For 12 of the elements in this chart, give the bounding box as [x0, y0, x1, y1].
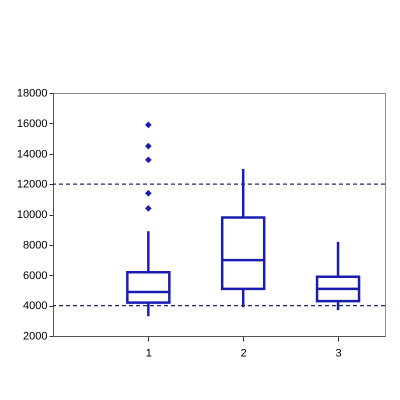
y-tick-label: 14000	[16, 148, 48, 160]
y-tick-label: 12000	[16, 178, 48, 191]
y-tick-label: 8000	[23, 239, 48, 252]
x-tick-label: 2	[240, 348, 247, 360]
y-tick-label: 18000	[16, 88, 48, 100]
y-tick-label: 4000	[23, 300, 48, 312]
y-tick-label: 6000	[23, 270, 48, 282]
x-tick-label: 3	[335, 348, 342, 360]
y-tick-label: 2000	[23, 330, 48, 342]
y-tick-label: 16000	[16, 118, 48, 130]
x-tick-label: 1	[146, 348, 152, 360]
y-tick-label: 10000	[16, 209, 48, 221]
